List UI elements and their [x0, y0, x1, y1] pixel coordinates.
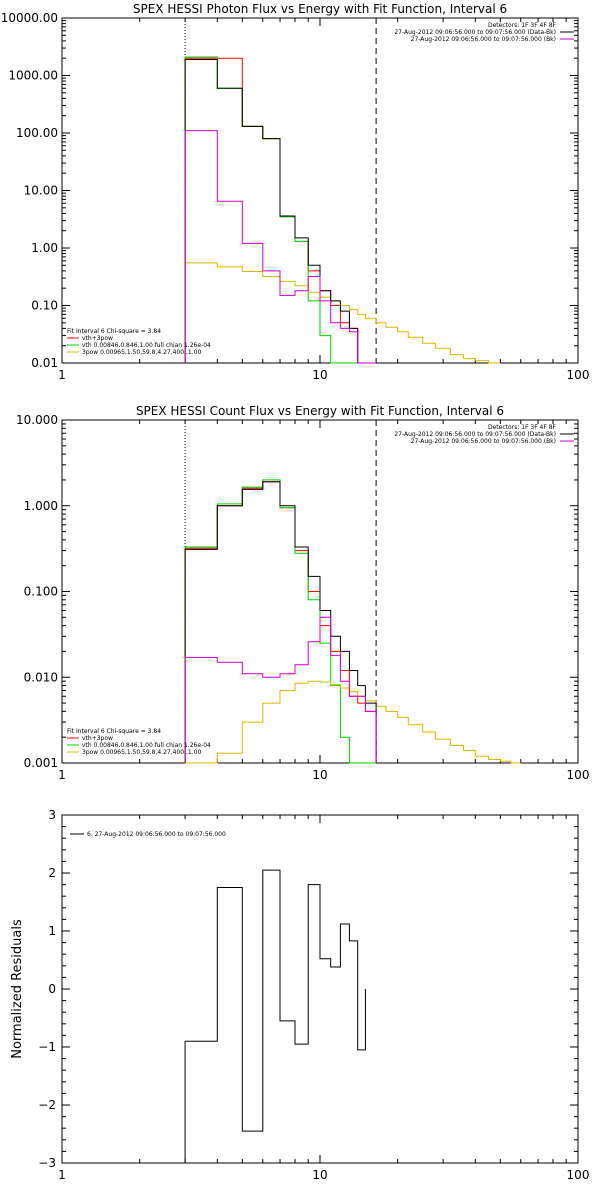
y-tick-label: 1: [48, 924, 56, 938]
step-series-line series-3: [184, 481, 377, 763]
legend-left-item: Fit Interval 6 Chi-square = 3.84: [67, 728, 161, 735]
x-tick-label: 1: [58, 768, 66, 782]
step-series-line series-1: [184, 57, 377, 364]
step-series-line series-4: [184, 616, 377, 763]
y-tick-label: 10000.00: [1, 11, 58, 25]
y-tick-label: 0.100: [24, 585, 58, 599]
x-tick-label: 10: [312, 368, 327, 382]
chart-title: SPEX HESSI Count Flux vs Energy with Fit…: [136, 404, 504, 418]
y-tick-label: 3: [48, 808, 56, 822]
legend-right-item: Detectors: 1F 3F 4F 8F: [488, 22, 557, 29]
legend-left-item: Fit Interval 6 Chi-square = 3.84: [67, 328, 161, 335]
legend-right-item: Detectors: 1F 3F 4F 8F: [488, 424, 557, 431]
legend-right-item: 27-Aug-2012 09:06:56.000 to 09:07:56.000…: [394, 431, 556, 438]
y-tick-label: 0.010: [24, 670, 58, 684]
step-series-line series-4: [184, 130, 377, 364]
step-series-line series-3: [184, 262, 501, 364]
y-tick-label: −3: [38, 1156, 56, 1170]
step-series-line series-1: [184, 481, 377, 763]
y-tick-label: 1000.00: [8, 69, 58, 83]
y-tick-label: 100.00: [16, 126, 58, 140]
y-tick-label: 2: [48, 866, 56, 880]
y-tick-label: 10.00: [24, 184, 58, 198]
y-tick-label: −1: [38, 1040, 56, 1054]
legend-left-item: 3pow 0.00965,1.50,59.8,4.27,400.,1.00: [82, 349, 201, 356]
x-tick-label: 100: [567, 768, 590, 782]
legend-left-item: vth 0.00846,0.846,1.00 full chian 1.26e-…: [82, 342, 211, 349]
x-tick-label: 100: [567, 1168, 590, 1182]
step-series-line series-3: [184, 59, 377, 364]
step-series-line series-3: [185, 680, 521, 764]
x-tick-label: 10: [312, 1168, 327, 1182]
legend-right-item: 27-Aug-2012 09:06:56.000 to 09:07:56.000…: [411, 36, 556, 43]
x-tick-label: 1: [58, 1168, 66, 1182]
step-series-line series-2: [184, 479, 377, 764]
y-tick-label: −2: [38, 1098, 56, 1112]
plot-frame: [61, 814, 579, 1164]
residual-legend-item: 6. 27-Aug-2012 09:06:56.000 to 09:07:56.…: [87, 831, 226, 838]
legend-right-item: 27-Aug-2012 09:06:56.000 to 09:07:56.000…: [411, 438, 556, 445]
y-tick-label: 10.000: [16, 413, 58, 427]
y-tick-label: 1.00: [31, 241, 58, 255]
legend-right-item: 27-Aug-2012 09:06:56.000 to 09:07:56.000…: [394, 29, 556, 36]
step-series-line series-0: [184, 869, 366, 1163]
y-tick-label: 0: [48, 982, 56, 996]
y-tick-label: 0.001: [24, 756, 58, 770]
y-axis-label: Normalized Residuals: [10, 919, 25, 1059]
legend-left-item: 3pow 0.00965,1.50,59.8,4.27,400.,1.00: [82, 749, 201, 756]
y-tick-label: 0.10: [31, 299, 58, 313]
y-tick-label: 0.01: [31, 356, 58, 370]
step-series-line series-2: [184, 56, 377, 364]
x-tick-label: 1: [58, 368, 66, 382]
x-tick-label: 10: [312, 768, 327, 782]
x-tick-label: 100: [567, 368, 590, 382]
legend-left-item: vth 0.00846,0.846,1.00 full chian 1.26e-…: [82, 742, 211, 749]
legend-left-item: vth+3pow: [82, 335, 113, 342]
y-tick-label: 1.000: [24, 499, 58, 513]
chart-title: SPEX HESSI Photon Flux vs Energy with Fi…: [133, 2, 507, 16]
legend-left-item: vth+3pow: [82, 735, 113, 742]
